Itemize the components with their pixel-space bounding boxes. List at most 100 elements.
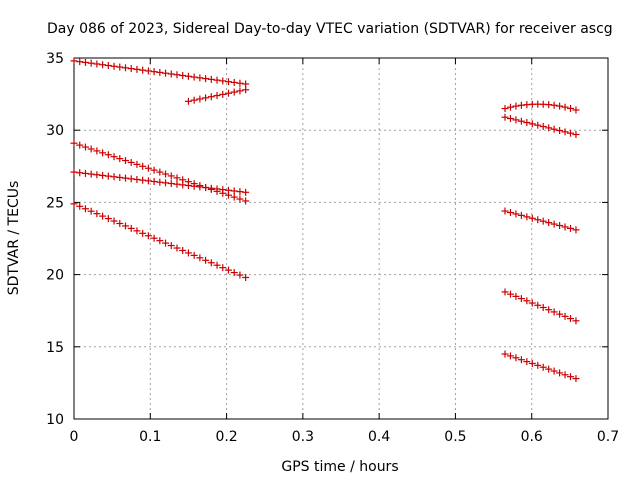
data-point (512, 354, 520, 362)
data-point (156, 178, 164, 186)
data-point (207, 259, 215, 267)
data-point (556, 102, 564, 110)
data-point (76, 169, 84, 177)
data-point (116, 219, 124, 227)
data-point (70, 57, 78, 65)
data-point (81, 169, 89, 177)
data-point (539, 123, 547, 131)
data-point (184, 97, 192, 105)
data-point (179, 181, 187, 189)
x-tick-label: 0.4 (368, 429, 390, 445)
data-point (523, 358, 531, 366)
data-point (534, 216, 542, 224)
data-point (167, 172, 175, 180)
data-point (213, 92, 221, 100)
data-point (133, 227, 141, 235)
series-track-4 (70, 168, 250, 196)
data-point (87, 59, 95, 67)
data-point (207, 75, 215, 83)
data-point (512, 116, 520, 124)
data-point (99, 171, 107, 179)
plot-frame (73, 57, 609, 420)
y-tick-labels: 10 15 20 25 30 35 (46, 51, 64, 428)
data-point (133, 160, 141, 168)
data-point (81, 205, 89, 213)
data-point (242, 188, 250, 196)
data-point (230, 187, 238, 195)
data-point (213, 185, 221, 193)
data-point (556, 369, 564, 377)
data-point (230, 193, 238, 201)
data-point (87, 207, 95, 215)
data-point (561, 103, 569, 111)
data-point (81, 58, 89, 66)
data-point (184, 182, 192, 190)
y-tick-label: 30 (46, 123, 64, 139)
data-point (133, 175, 141, 183)
data-point (70, 168, 78, 176)
data-point (70, 200, 78, 208)
data-point (567, 373, 575, 381)
x-tick-label: 0 (70, 429, 79, 445)
data-point (93, 60, 101, 68)
data-point (190, 73, 198, 81)
y-tick-label: 25 (46, 195, 64, 211)
data-point (99, 61, 107, 69)
data-point (567, 129, 575, 137)
data-point (173, 244, 181, 252)
data-point (104, 172, 112, 180)
data-point (550, 220, 558, 228)
data-point (190, 182, 198, 190)
data-point (556, 222, 564, 230)
data-point (545, 365, 553, 373)
series-track-8 (501, 207, 580, 234)
data-point (236, 195, 244, 203)
series-track-10 (501, 350, 580, 383)
data-point (501, 207, 509, 215)
data-point (219, 186, 227, 194)
data-point (534, 121, 542, 129)
data-point (501, 350, 509, 358)
data-point (139, 66, 147, 74)
data-point (76, 58, 84, 66)
data-point (561, 312, 569, 320)
data-point (506, 290, 514, 298)
data-point (121, 222, 129, 230)
data-point (561, 128, 569, 136)
data-point (545, 219, 553, 227)
data-point (110, 153, 118, 161)
data-point (202, 94, 210, 102)
x-tick-label: 0.6 (521, 429, 543, 445)
data-point (116, 155, 124, 163)
data-point (567, 224, 575, 232)
data-point (104, 62, 112, 70)
data-point (561, 371, 569, 379)
x-tick-label: 0.2 (215, 429, 237, 445)
data-point (550, 367, 558, 375)
data-point (501, 288, 509, 296)
data-point (127, 65, 135, 73)
data-point (236, 271, 244, 279)
data-point (121, 64, 129, 72)
data-point (550, 308, 558, 316)
data-point (162, 239, 170, 247)
data-point (501, 113, 509, 121)
data-point (127, 158, 135, 166)
data-point (144, 67, 152, 75)
data-point (230, 269, 238, 277)
data-point (156, 168, 164, 176)
data-point (528, 214, 536, 222)
data-point (572, 375, 580, 383)
data-point (236, 87, 244, 95)
data-point (190, 96, 198, 104)
data-point (242, 273, 250, 281)
data-point (512, 210, 520, 218)
data-point (121, 157, 129, 165)
data-point (167, 242, 175, 250)
data-point (506, 352, 514, 360)
data-point (162, 69, 170, 77)
data-point (139, 162, 147, 170)
data-point (184, 72, 192, 80)
x-tick-label: 0.1 (139, 429, 161, 445)
data-point (545, 124, 553, 132)
